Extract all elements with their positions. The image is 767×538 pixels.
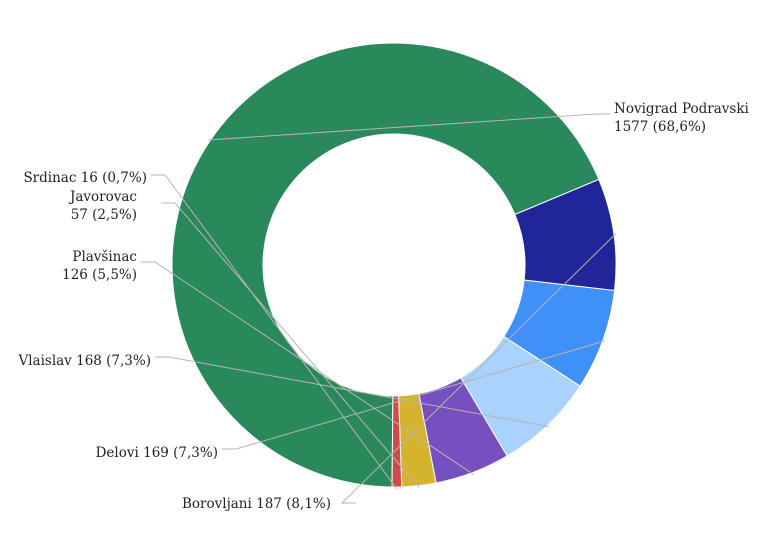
slice-label: Vlaislav 168 (7,3%)	[17, 353, 151, 369]
leader-line	[208, 113, 610, 141]
leader-line	[340, 233, 617, 504]
slice-label: 1577 (68,6%)	[614, 119, 706, 135]
slice-labels-group: Novigrad Podravski 1577 (68,6%) Borovljani…	[17, 101, 749, 512]
slice-label: 126 (5,5%)	[62, 267, 137, 283]
slice-label: 57 (2,5%)	[71, 207, 137, 223]
slice-label: Plavšinac	[72, 249, 137, 265]
slice-novigrad-podravski[interactable]	[171, 42, 600, 488]
slice-label: Borovljani 187 (8,1%)	[182, 496, 331, 512]
leader-line	[155, 356, 550, 428]
slice-label: Novigrad Podravski	[614, 101, 750, 117]
slices-group	[171, 42, 617, 488]
leader-line	[222, 340, 605, 450]
slice-label: Srdinac 16 (0,7%)	[23, 170, 147, 186]
leader-line	[151, 174, 398, 490]
leader-line	[141, 261, 474, 475]
leader-line	[161, 202, 420, 488]
slice-label: Delovi 169 (7,3%)	[96, 445, 218, 461]
leader-lines-group	[141, 113, 617, 504]
slice-label: Javorovac	[68, 189, 137, 205]
